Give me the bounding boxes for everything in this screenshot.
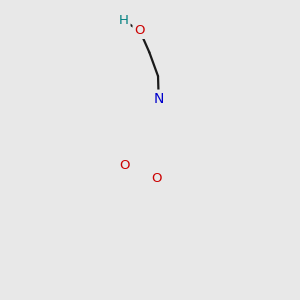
Text: O: O xyxy=(151,172,162,185)
Text: N: N xyxy=(154,92,164,106)
Text: O: O xyxy=(134,24,145,37)
Text: O: O xyxy=(119,159,130,172)
Text: H: H xyxy=(119,14,129,27)
